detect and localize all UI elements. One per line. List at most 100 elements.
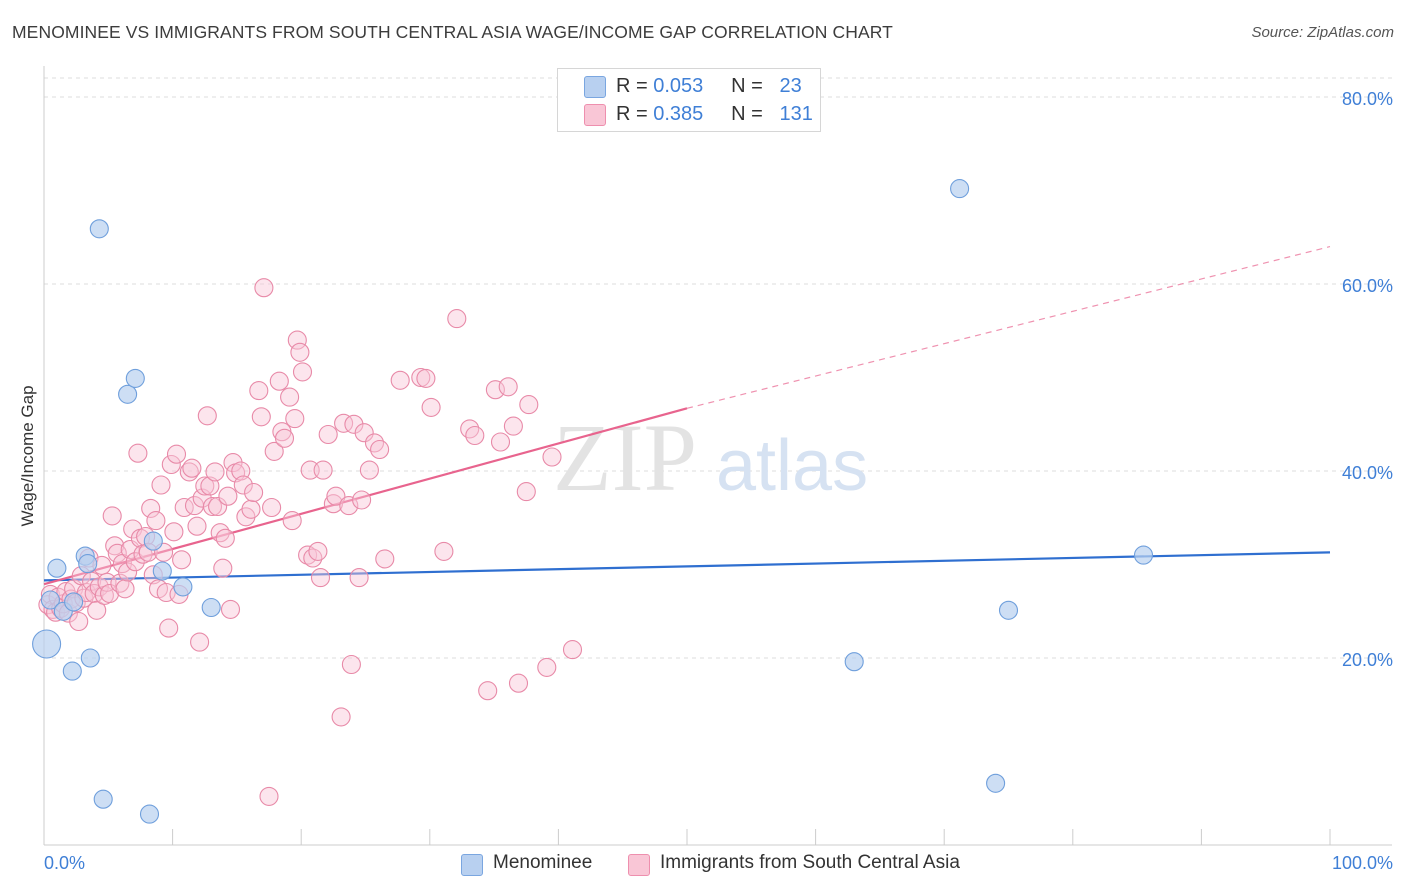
point-immigrants <box>285 409 305 429</box>
point-immigrants <box>421 397 441 417</box>
point-immigrants <box>254 278 274 298</box>
point-immigrants <box>490 432 511 452</box>
y-axis-label: Wage/Income Gap <box>18 385 37 527</box>
point-immigrants <box>231 461 251 481</box>
trend-line-immigrants-extension <box>686 246 1331 409</box>
point-menominee <box>40 590 60 610</box>
point-immigrants <box>141 498 161 518</box>
point-immigrants <box>264 441 284 461</box>
y-tick-label: 40.0% <box>1342 463 1393 483</box>
grid-lines <box>44 77 1392 659</box>
point-immigrants <box>125 552 145 572</box>
point-immigrants <box>447 309 467 329</box>
point-menominee <box>998 600 1019 620</box>
point-immigrants <box>519 395 539 415</box>
y-tick-label: 60.0% <box>1342 276 1393 296</box>
legend-swatch-menominee <box>584 76 606 98</box>
point-immigrants <box>341 654 361 675</box>
legend-n-value: 131 <box>779 103 813 125</box>
x-tick-label: 0.0% <box>44 853 85 873</box>
point-immigrants <box>280 387 300 407</box>
series-legend: Menominee Immigrants from South Central … <box>0 852 1406 878</box>
point-immigrants <box>313 460 333 480</box>
point-immigrants <box>298 545 318 565</box>
point-immigrants <box>172 550 192 570</box>
legend-swatch-immigrants <box>584 104 606 126</box>
point-immigrants <box>210 523 230 543</box>
legend-r-value: 0.053 <box>653 75 704 97</box>
point-immigrants <box>498 377 518 397</box>
point-immigrants <box>390 370 410 390</box>
point-immigrants <box>215 528 235 548</box>
point-menominee <box>80 648 100 668</box>
point-immigrants <box>485 380 505 400</box>
point-immigrants <box>244 482 264 503</box>
point-menominee <box>47 558 67 578</box>
point-immigrants <box>416 368 436 388</box>
point-immigrants <box>375 549 395 569</box>
point-immigrants <box>411 367 431 388</box>
point-immigrants <box>195 476 215 496</box>
point-immigrants <box>334 413 354 433</box>
legend-swatch-menominee <box>461 854 483 876</box>
point-immigrants <box>164 522 184 542</box>
point-immigrants <box>190 632 210 652</box>
legend-n-value: 23 <box>779 75 802 97</box>
point-immigrants <box>69 611 89 632</box>
point-immigrants <box>166 444 187 464</box>
point-immigrants <box>310 568 331 588</box>
y-tick-label: 20.0% <box>1342 650 1393 670</box>
point-immigrants <box>323 494 343 514</box>
watermark-atlas: atlas <box>716 426 868 506</box>
point-menominee <box>1133 545 1154 565</box>
point-immigrants <box>197 406 217 426</box>
point-immigrants <box>202 496 223 517</box>
point-immigrants <box>182 458 202 478</box>
point-immigrants <box>542 447 562 467</box>
point-menominee <box>78 554 98 574</box>
point-immigrants <box>187 516 207 536</box>
point-immigrants <box>339 496 359 516</box>
point-menominee <box>89 219 109 239</box>
point-immigrants <box>516 482 536 502</box>
point-immigrants <box>460 419 480 439</box>
legend-r-value: 0.385 <box>653 103 704 125</box>
legend-swatch-immigrants <box>628 854 650 876</box>
point-immigrants <box>370 439 390 460</box>
watermark-zip: ZIP <box>553 404 697 511</box>
point-immigrants <box>308 541 328 561</box>
point-menominee <box>64 592 84 612</box>
point-menominee <box>125 368 145 388</box>
point-immigrants <box>249 381 269 401</box>
point-immigrants <box>359 460 379 480</box>
point-immigrants <box>208 496 228 517</box>
correlation-legend: R = 0.053 N = 23 R = 0.385 N = 131 <box>557 68 821 132</box>
x-tick-label: 100.0% <box>1332 853 1393 873</box>
point-immigrants <box>161 454 181 475</box>
point-immigrants <box>465 425 485 446</box>
point-immigrants <box>110 573 130 593</box>
point-immigrants <box>115 579 135 599</box>
y-tick-label: 80.0% <box>1342 89 1393 109</box>
point-immigrants <box>159 618 179 638</box>
trend-line-immigrants <box>43 407 688 586</box>
point-immigrants <box>100 583 120 604</box>
point-immigrants <box>233 475 253 495</box>
point-immigrants <box>218 486 238 506</box>
axes <box>43 66 1392 846</box>
point-menominee <box>950 179 970 199</box>
point-immigrants <box>262 497 282 518</box>
point-menominee <box>118 384 138 404</box>
point-menominee <box>986 773 1006 793</box>
point-immigrants <box>562 640 583 660</box>
point-immigrants <box>146 511 166 531</box>
point-immigrants <box>205 462 225 482</box>
point-immigrants <box>434 541 454 561</box>
point-immigrants <box>349 568 369 588</box>
legend-r-label: R = <box>616 75 648 97</box>
point-immigrants <box>537 657 557 677</box>
point-immigrants <box>128 443 148 463</box>
point-immigrants <box>259 786 279 806</box>
point-immigrants <box>318 424 338 445</box>
